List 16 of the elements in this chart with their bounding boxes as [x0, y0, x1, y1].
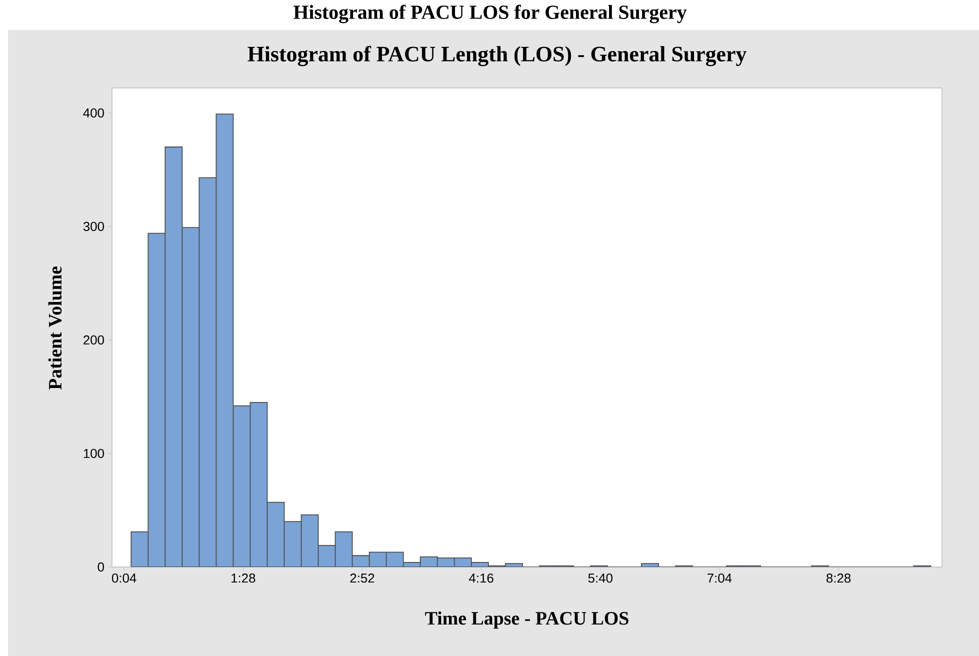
y-tick-label: 200: [84, 335, 104, 345]
y-tick-label: 300: [83, 222, 104, 232]
y-tick-label: 100: [84, 448, 104, 458]
x-tick-label: 1:28: [232, 574, 256, 583]
y-tick-label: 0: [98, 562, 104, 572]
x-tick-label: 8:28: [826, 574, 851, 583]
x-tick-label: 5:40: [588, 574, 612, 583]
chart-title: Histogram of PACU Length (LOS) - General Surgery: [248, 46, 746, 66]
x-tick-label: 2:52: [350, 574, 374, 583]
y-axis-title: Patient Volume: [48, 266, 62, 390]
y-tick-label: 400: [83, 108, 104, 118]
x-tick-label: 4:16: [468, 574, 494, 583]
x-tick-label: 7:04: [708, 574, 732, 583]
x-axis-title: Time Lapse - PACU LOS: [425, 611, 628, 629]
text: Histogram of PACU LOS for General Surgery: [294, 4, 687, 24]
x-tick-label: 0:04: [112, 574, 136, 583]
